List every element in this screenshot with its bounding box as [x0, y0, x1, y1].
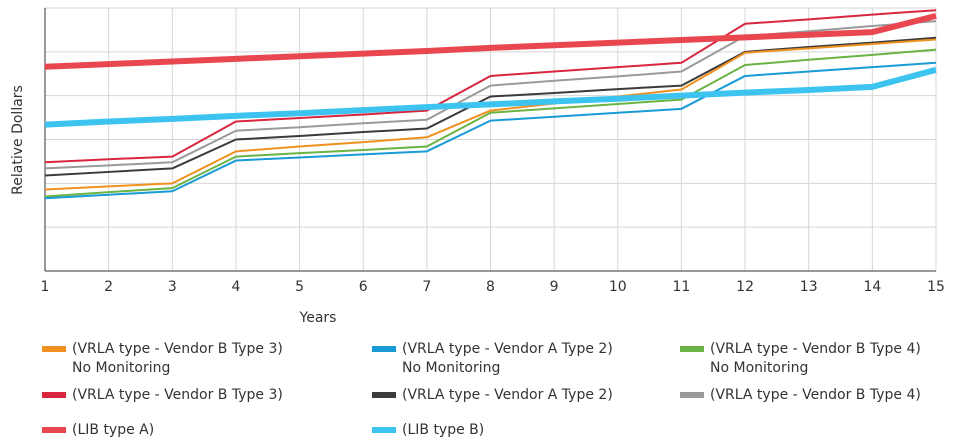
- legend-label: (VRLA type - Vendor B Type 3): [72, 387, 283, 403]
- x-axis-label: Years: [299, 310, 337, 326]
- y-axis-label: Relative Dollars: [10, 85, 26, 195]
- x-tick-label: 4: [231, 279, 240, 295]
- x-tick-label: 6: [359, 279, 368, 295]
- legend-label: (VRLA type - Vendor A Type 2) No Monitor…: [402, 341, 613, 376]
- legend-label: (LIB type A): [72, 422, 155, 438]
- legend-swatch: [372, 392, 396, 398]
- legend-label: (LIB type B): [402, 422, 485, 438]
- legend-swatch: [42, 392, 66, 398]
- x-tick-label: 9: [550, 279, 559, 295]
- x-tick-label: 5: [295, 279, 304, 295]
- legend-item: (VRLA type - Vendor B Type 4) No Monitor…: [680, 340, 921, 378]
- x-tick-label: 11: [673, 279, 691, 295]
- series-line: [44, 66, 937, 128]
- legend-swatch: [372, 346, 396, 352]
- legend-swatch: [680, 392, 704, 398]
- x-tick-label: 14: [863, 279, 881, 295]
- legend-item: (VRLA type - Vendor B Type 3): [42, 386, 283, 405]
- x-tick-label: 12: [736, 279, 754, 295]
- legend-item: (LIB type A): [42, 421, 154, 440]
- series-line: [44, 12, 937, 70]
- x-tick-label: 7: [422, 279, 431, 295]
- series-line: [44, 48, 937, 198]
- x-tick-label: 8: [486, 279, 495, 295]
- legend-label: (VRLA type - Vendor B Type 3) No Monitor…: [72, 341, 283, 376]
- x-tick-label: 15: [927, 279, 945, 295]
- legend-swatch: [372, 427, 396, 433]
- legend-item: (VRLA type - Vendor B Type 3) No Monitor…: [42, 340, 283, 378]
- legend-label: (VRLA type - Vendor B Type 4): [710, 387, 921, 403]
- x-tick-label: 1: [41, 279, 50, 295]
- legend-item: (VRLA type - Vendor B Type 4): [680, 386, 921, 405]
- legend-item: (LIB type B): [372, 421, 484, 440]
- series-line: [44, 9, 937, 164]
- chart: Years Relative Dollars 1 2 3 4 5 6 7 8 9 10 11 12 13…: [10, 7, 945, 326]
- legend-item: (VRLA type - Vendor A Type 2) No Monitor…: [372, 340, 613, 378]
- legend-label: (VRLA type - Vendor A Type 2): [402, 387, 613, 403]
- x-tick-label: 13: [800, 279, 818, 295]
- legend-swatch: [42, 346, 66, 352]
- legend-label: (VRLA type - Vendor B Type 4) No Monitor…: [710, 341, 921, 376]
- x-tick-label: 3: [168, 279, 177, 295]
- series-line: [44, 38, 937, 191]
- x-tick-label: 2: [104, 279, 113, 295]
- series-line: [44, 36, 937, 177]
- series-line: [44, 61, 937, 200]
- x-tick-label: 10: [609, 279, 627, 295]
- legend-swatch: [680, 346, 704, 352]
- legend-item: (VRLA type - Vendor A Type 2): [372, 386, 613, 405]
- legend-swatch: [42, 427, 66, 433]
